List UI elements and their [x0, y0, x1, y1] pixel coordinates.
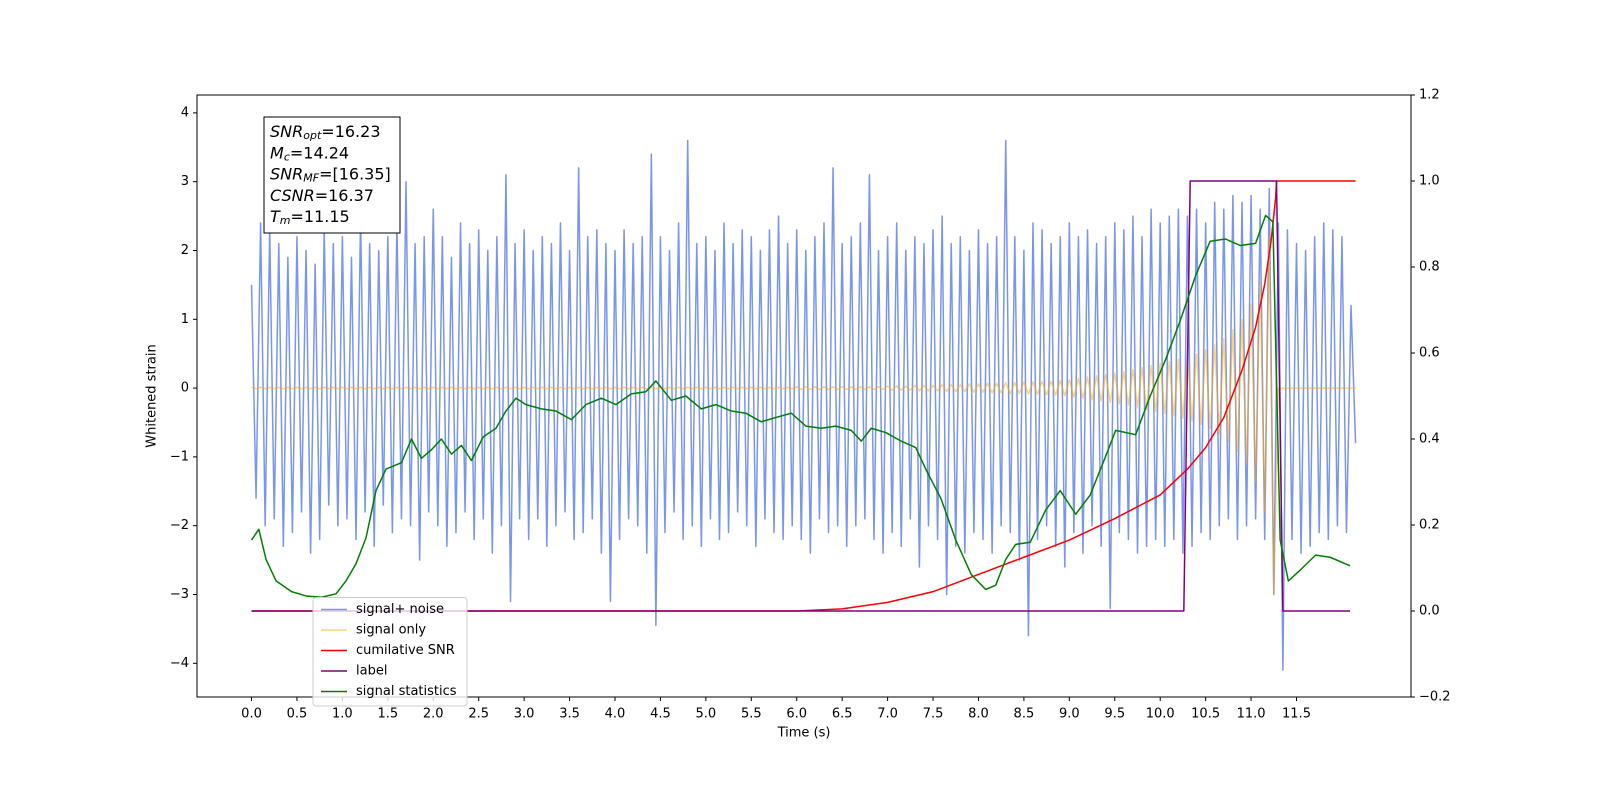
y2-tick-label: 0.8	[1419, 260, 1440, 275]
series-line	[251, 180, 1351, 612]
plot-frame	[196, 94, 1412, 698]
annotation-var: M	[270, 143, 284, 162]
x-tick-label: 0.5	[287, 707, 308, 722]
x-axis-label: Time (s)	[777, 726, 831, 741]
annotation-sub: m	[280, 214, 291, 227]
annotation-sub: c	[284, 150, 290, 163]
annotation-sub: opt	[303, 129, 322, 142]
x-tick-label: 1.5	[377, 707, 398, 722]
x-tick-label: 10.0	[1146, 707, 1175, 722]
x-tick-label: 1.0	[332, 707, 353, 722]
annotation-frame	[263, 116, 401, 234]
y2-tick-label: 1.2	[1419, 88, 1440, 103]
x-tick-label: 0.0	[241, 707, 262, 722]
annotation-line: Mc=14.24	[270, 143, 349, 164]
y2-tick-label: 0.4	[1419, 432, 1440, 447]
x-tick-label: 5.5	[741, 707, 762, 722]
legend-label: signal+ noise	[356, 602, 444, 617]
legend-frame	[312, 597, 468, 707]
series-line	[250, 139, 1357, 671]
y2-tick-label: 0.0	[1419, 604, 1440, 619]
x-tick-label: 8.5	[1014, 707, 1035, 722]
y-tick-label: 0	[181, 381, 189, 396]
x-tick-label: 11.0	[1237, 707, 1266, 722]
x-tick-label: 6.0	[786, 707, 807, 722]
y-tick-label: −1	[170, 449, 189, 464]
y-tick-label: 1	[181, 312, 189, 327]
x-tick-label: 5.0	[696, 707, 717, 722]
annotation-box: SNRopt=16.23Mc=14.24SNRMF=[16.35]CSNR=16…	[263, 116, 401, 234]
annotation-value: =14.24	[290, 143, 349, 162]
x-tick-label: 8.0	[968, 707, 989, 722]
y-tick-label: −3	[170, 587, 189, 602]
annotation-line: SNRopt=16.23	[270, 122, 381, 143]
legend-label: label	[356, 664, 387, 679]
legend-label: signal statistics	[356, 684, 457, 699]
series-line	[251, 235, 1356, 596]
y-tick-label: 3	[181, 174, 189, 189]
annotation-var: SNR	[270, 122, 303, 141]
y2-tick-label: 0.2	[1419, 518, 1440, 533]
x-tick-label: 2.5	[468, 707, 489, 722]
x-tick-label: 3.0	[514, 707, 535, 722]
series-line	[251, 180, 1356, 612]
x-tick-label: 4.0	[605, 707, 626, 722]
x-tick-label: 9.5	[1104, 707, 1125, 722]
annotation-line: SNRMF=[16.35]	[270, 164, 391, 185]
y-tick-label: 4	[181, 105, 189, 120]
y-tick-label: 2	[181, 243, 189, 258]
legend: signal+ noise signal only cumilative SNR la…	[312, 597, 468, 707]
plot-area	[250, 139, 1357, 671]
annotation-sub: MF	[303, 172, 319, 185]
legend-label: cumilative SNR	[356, 643, 455, 658]
annotation-line: CSNR=16.37	[270, 185, 374, 204]
y2-tick-label: 0.6	[1419, 346, 1440, 361]
x-tick-label: 2.0	[423, 707, 444, 722]
x-tick-label: 6.5	[832, 707, 853, 722]
annotation-value: =16.23	[321, 122, 380, 141]
legend-label: signal only	[356, 623, 426, 638]
annotation-var: T	[270, 207, 281, 226]
y-tick-label: −2	[170, 518, 189, 533]
x-tick-label: 4.5	[650, 707, 671, 722]
annotation-var: SNR	[270, 164, 303, 183]
x-tick-label: 7.5	[923, 707, 944, 722]
annotation-value: =[16.35]	[319, 164, 391, 183]
y2-tick-label: 1.0	[1419, 174, 1440, 189]
annotation-line: Tm=11.15	[270, 207, 350, 228]
x-tick-label: 10.5	[1191, 707, 1220, 722]
x-tick-label: 7.0	[877, 707, 898, 722]
series-line	[250, 214, 1351, 598]
y-axis-label: Whitened strain	[145, 344, 160, 447]
annotation-value: =11.15	[291, 207, 350, 226]
x-tick-label: 11.5	[1282, 707, 1311, 722]
y2-tick-label: −0.2	[1419, 690, 1451, 705]
x-tick-label: 9.0	[1059, 707, 1080, 722]
annotation-var: CSNR	[270, 185, 315, 204]
y-tick-label: −4	[170, 656, 189, 671]
annotation-value: =16.37	[315, 185, 374, 204]
x-tick-label: 3.5	[559, 707, 580, 722]
